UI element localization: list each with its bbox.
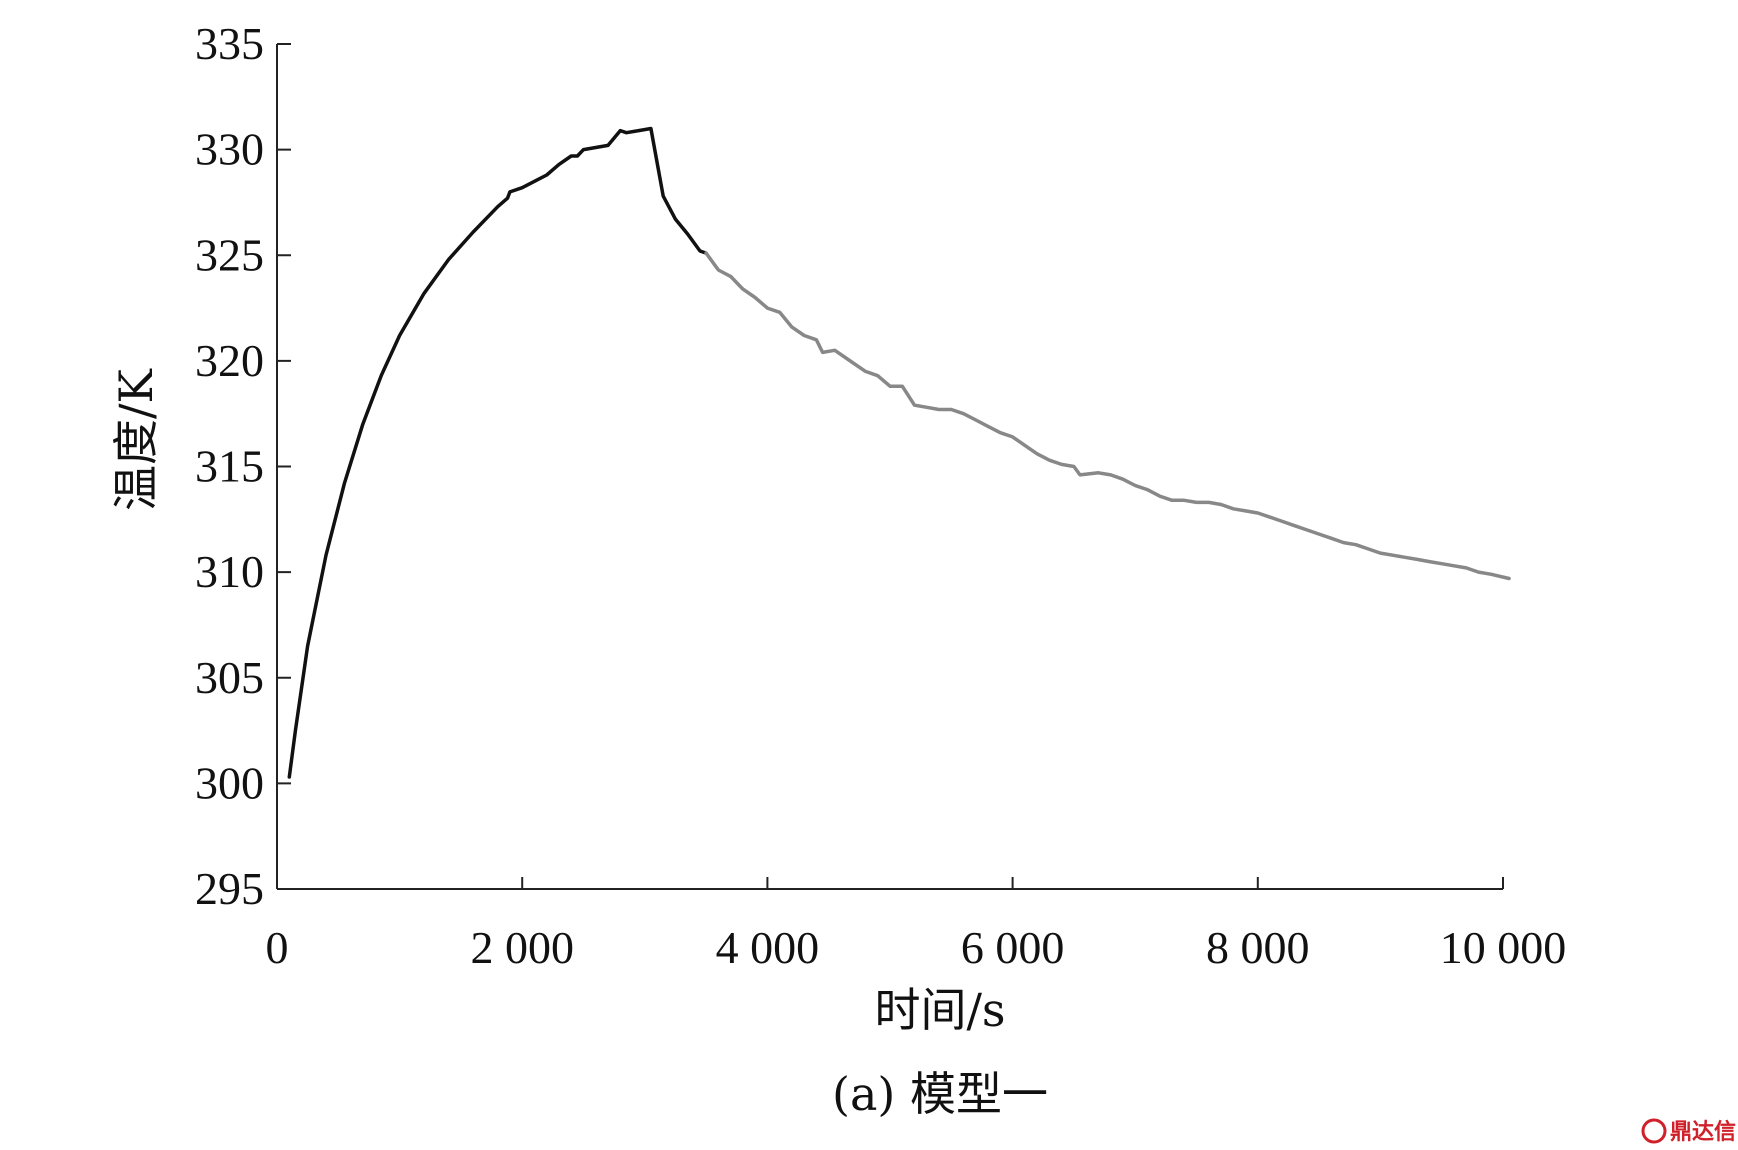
x-tick-label: 4 000 xyxy=(716,922,820,973)
x-tick-label: 6 000 xyxy=(961,922,1065,973)
y-tick-label: 330 xyxy=(195,124,264,175)
y-tick-label: 325 xyxy=(195,229,264,280)
series-layer xyxy=(287,126,1511,779)
x-tick-label: 2 000 xyxy=(470,922,574,973)
y-axis-title: 温度/K xyxy=(109,367,163,510)
series-line-1 xyxy=(287,126,708,779)
axes xyxy=(276,44,1503,890)
x-tick-label: 8 000 xyxy=(1206,922,1310,973)
watermark-logo-icon xyxy=(1641,1118,1667,1144)
figure-caption: (a) 模型一 xyxy=(832,1067,1048,1121)
y-tick-label: 300 xyxy=(195,757,264,808)
x-tick-label: 10 000 xyxy=(1440,922,1567,973)
y-tick-label: 295 xyxy=(195,863,264,914)
series-line-2 xyxy=(704,251,1511,581)
x-axis-title: 时间/s xyxy=(874,983,1005,1037)
watermark-text: 鼎达信 xyxy=(1670,1119,1736,1145)
y-tick-label: 305 xyxy=(195,652,264,703)
y-tick-label: 315 xyxy=(195,441,264,492)
y-tick-label: 320 xyxy=(195,335,264,386)
watermark: 鼎达信 xyxy=(1641,1118,1736,1145)
x-axis-ticks: 0 2 000 4 000 6 000 8 000 10 000 xyxy=(266,877,1567,973)
y-tick-label: 335 xyxy=(195,18,264,69)
x-tick-label: 0 xyxy=(266,922,289,973)
y-tick-label: 310 xyxy=(195,546,264,597)
y-axis-ticks: 295 300 305 310 315 320 325 330 335 xyxy=(195,18,291,914)
